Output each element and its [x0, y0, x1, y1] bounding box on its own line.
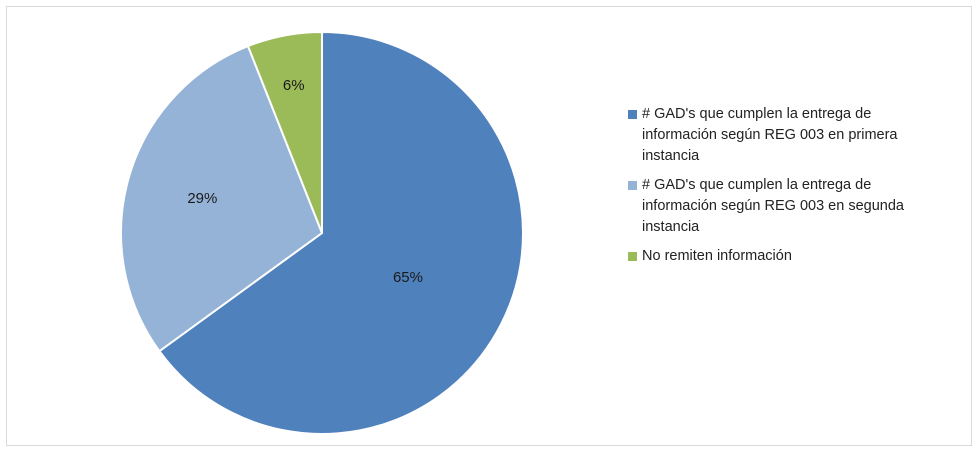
legend-label: No remiten información: [642, 248, 792, 264]
legend-label: # GAD's que cumplen la entrega de inform…: [642, 177, 904, 235]
legend-swatch: [628, 181, 637, 190]
pie-data-label-0: 65%: [393, 269, 423, 286]
legend-item-segunda-instancia: # GAD's que cumplen la entrega de inform…: [628, 175, 968, 238]
pie-slice-2: [246, 30, 323, 234]
pie-slice-1: [120, 44, 324, 353]
pie-slice-0: [157, 30, 524, 435]
pie-data-label-1: 29%: [187, 190, 217, 207]
chart-legend: # GAD's que cumplen la entrega de inform…: [628, 104, 968, 275]
pie-slices: [120, 30, 524, 435]
pie-data-labels: 65% 29% 6%: [187, 77, 423, 286]
legend-item-primera-instancia: # GAD's que cumplen la entrega de inform…: [628, 104, 968, 167]
legend-swatch: [628, 110, 637, 119]
pie-data-label-2: 6%: [283, 77, 305, 94]
legend-item-no-remiten: No remiten información: [628, 246, 968, 267]
legend-swatch: [628, 252, 637, 261]
legend-label: # GAD's que cumplen la entrega de inform…: [642, 106, 898, 164]
